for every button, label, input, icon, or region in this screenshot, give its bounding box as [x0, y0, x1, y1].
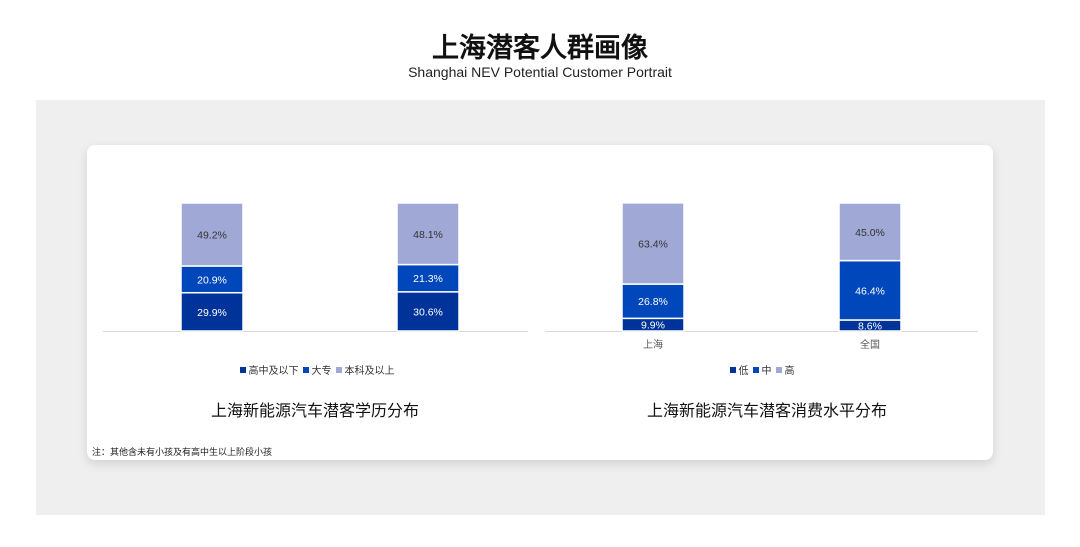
legend-swatch	[335, 367, 342, 373]
footnote: 注：其他含未有小孩及有高中生以上阶段小孩	[92, 448, 273, 458]
bar-segment-0-0-1	[180, 265, 244, 294]
chart-title-consumption: 上海新能源汽车潜客消费水平分布	[646, 401, 887, 420]
legend-label: 大专	[311, 366, 332, 377]
x-tick-label: 全国	[860, 338, 880, 351]
legend-consumption: 低中高	[550, 362, 970, 377]
legend-label: 高	[784, 366, 795, 377]
data-label: 63.4%	[638, 238, 668, 250]
legend-label: 中	[761, 366, 772, 377]
data-label: 46.4%	[855, 285, 885, 297]
bar-segment-0-1-1	[396, 263, 460, 293]
bar-segment-1-1-2	[838, 202, 902, 262]
bar-segment-1-0-1	[621, 283, 685, 320]
data-label: 9.9%	[641, 320, 665, 332]
data-label: 48.1%	[413, 229, 443, 241]
legend-swatch	[752, 367, 759, 373]
legend-label: 本科及以上	[344, 366, 395, 377]
data-label: 49.2%	[197, 229, 227, 241]
data-label: 30.6%	[413, 306, 443, 318]
data-label: 20.9%	[197, 274, 227, 286]
legend-label: 高中及以下	[248, 366, 299, 377]
bar-segment-0-1-0	[396, 291, 460, 332]
bar-segment-1-1-1	[838, 259, 902, 321]
x-tick-label: 上海	[643, 338, 663, 351]
bar-segment-0-0-2	[180, 202, 244, 267]
legend-education: 高中及以下 大专 本科及以上	[105, 362, 525, 377]
legend-swatch	[239, 367, 246, 373]
data-label: 45.0%	[855, 227, 885, 239]
data-label: 29.9%	[197, 307, 227, 319]
page-subtitle: Shanghai NEV Potential Customer Portrait	[408, 64, 672, 80]
legend-swatch	[729, 367, 736, 373]
data-label: 26.8%	[638, 296, 668, 308]
data-label: 8.6%	[858, 320, 882, 332]
bar-segment-0-0-0	[180, 291, 244, 332]
bar-segment-0-1-2	[396, 202, 460, 266]
data-label: 21.3%	[413, 273, 443, 285]
page-title: 上海潜客人群画像	[432, 33, 648, 64]
chart-title-education: 上海新能源汽车潜客学历分布	[210, 401, 419, 420]
legend-swatch	[775, 367, 782, 373]
bar-segment-1-0-2	[621, 202, 685, 285]
legend-label: 低	[738, 366, 749, 377]
legend-swatch	[302, 367, 309, 373]
